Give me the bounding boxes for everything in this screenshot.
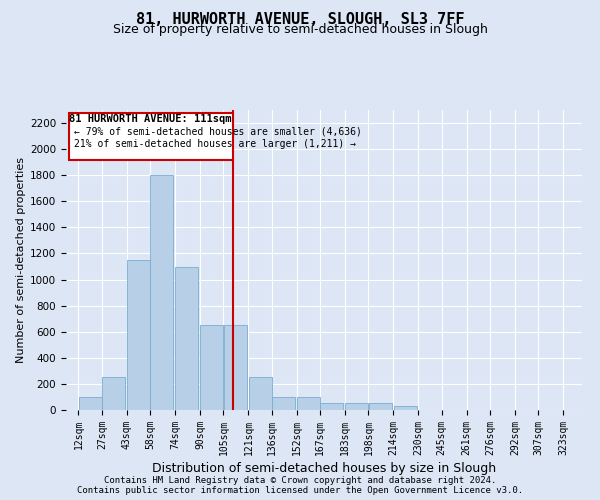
Bar <box>272 397 295 410</box>
Text: Contains public sector information licensed under the Open Government Licence v3: Contains public sector information licen… <box>77 486 523 495</box>
Bar <box>248 378 272 410</box>
Bar <box>102 378 125 410</box>
Bar <box>175 266 198 410</box>
Bar <box>224 325 247 410</box>
Bar <box>297 397 320 410</box>
Y-axis label: Number of semi-detached properties: Number of semi-detached properties <box>16 157 26 363</box>
FancyBboxPatch shape <box>68 112 233 160</box>
Bar <box>345 404 368 410</box>
Bar <box>127 260 150 410</box>
Bar <box>368 404 392 410</box>
Text: Size of property relative to semi-detached houses in Slough: Size of property relative to semi-detach… <box>113 22 487 36</box>
Text: Contains HM Land Registry data © Crown copyright and database right 2024.: Contains HM Land Registry data © Crown c… <box>104 476 496 485</box>
Bar <box>394 406 416 410</box>
Text: 81, HURWORTH AVENUE, SLOUGH, SL3 7FF: 81, HURWORTH AVENUE, SLOUGH, SL3 7FF <box>136 12 464 28</box>
X-axis label: Distribution of semi-detached houses by size in Slough: Distribution of semi-detached houses by … <box>152 462 496 475</box>
Text: ← 79% of semi-detached houses are smaller (4,636): ← 79% of semi-detached houses are smalle… <box>74 126 362 136</box>
Text: 81 HURWORTH AVENUE: 111sqm: 81 HURWORTH AVENUE: 111sqm <box>70 114 232 124</box>
Text: 21% of semi-detached houses are larger (1,211) →: 21% of semi-detached houses are larger (… <box>74 140 356 149</box>
Bar <box>320 403 343 410</box>
Bar <box>151 175 173 410</box>
Bar <box>79 397 101 410</box>
Bar <box>200 325 223 410</box>
